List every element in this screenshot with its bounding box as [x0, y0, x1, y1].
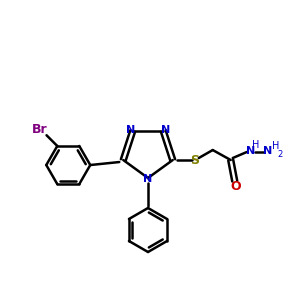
Text: H: H [252, 140, 260, 150]
Text: N: N [143, 174, 153, 184]
Text: N: N [126, 125, 135, 135]
Text: N: N [263, 146, 272, 156]
Text: N: N [246, 146, 255, 156]
Text: N: N [161, 125, 170, 135]
Text: H: H [272, 141, 279, 151]
Text: O: O [230, 179, 241, 193]
Text: Br: Br [32, 123, 47, 136]
Text: S: S [190, 154, 199, 166]
Text: 2: 2 [277, 149, 282, 158]
